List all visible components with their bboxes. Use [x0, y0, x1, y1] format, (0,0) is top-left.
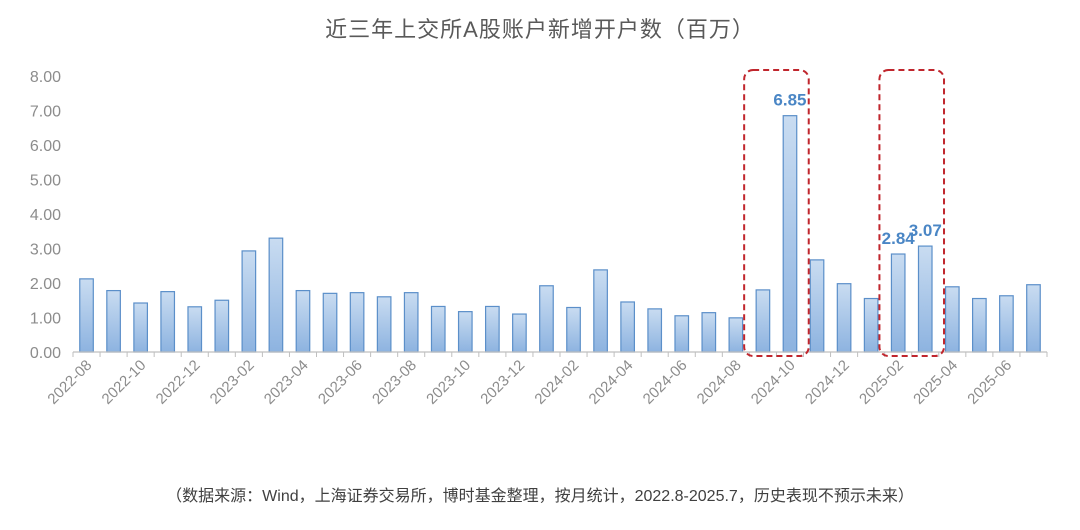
bar-2025-07	[1026, 284, 1041, 353]
highlight-box	[743, 69, 810, 357]
bars	[79, 115, 1041, 353]
bar-2025-06	[999, 295, 1014, 353]
x-tick-label: 2023-06	[315, 357, 366, 408]
bar-2023-04	[295, 289, 311, 353]
y-tick-label: 7.00	[30, 104, 61, 121]
highlight-boxes	[743, 69, 946, 357]
bar-2023-01	[214, 299, 230, 353]
bar-2025-04	[944, 286, 960, 353]
bar-2023-06	[349, 292, 365, 353]
x-tick-label: 2023-02	[207, 357, 258, 408]
bar-2024-06	[674, 315, 690, 353]
bar-2024-07	[701, 312, 717, 353]
x-tick-label: 2023-04	[261, 357, 312, 408]
x-tick-label: 2022-10	[99, 357, 150, 408]
y-axis: 0.00 1.00 2.00 3.00 4.00 5.00 6.00 7.00 8.00	[30, 69, 61, 362]
bar-2022-11	[160, 291, 176, 353]
bar-2024-03	[593, 269, 608, 353]
x-tick-label: 2024-12	[802, 357, 853, 408]
y-tick-label: 5.00	[30, 173, 61, 190]
bar-2023-05	[322, 292, 338, 353]
data-labels: 6.85 2.843.07	[773, 91, 941, 248]
source-note: （数据来源：Wind，上海证券交易所，博时基金整理，按月统计，2022.8-20…	[166, 488, 914, 505]
bar-2022-10	[133, 302, 149, 353]
y-tick-label: 4.00	[30, 207, 61, 224]
y-tick-label: 8.00	[30, 69, 61, 86]
x-tick-label: 2024-10	[748, 357, 799, 408]
x-tick-label: 2023-12	[477, 357, 528, 408]
bar-2023-03	[268, 237, 284, 353]
bar-2024-12	[836, 283, 852, 353]
bar-2022-09	[106, 289, 121, 353]
bar-2024-08	[728, 317, 744, 353]
x-tick-label: 2023-08	[369, 357, 420, 408]
bar-2024-05	[647, 308, 663, 353]
y-tick-label: 1.00	[30, 311, 61, 328]
data-label: 6.85	[773, 91, 806, 110]
x-tick-label: 2025-04	[910, 357, 961, 408]
bar-2025-03	[917, 245, 933, 353]
x-tick-label: 2024-04	[586, 357, 637, 408]
x-tick-label: 2023-10	[423, 357, 474, 408]
y-tick-label: 6.00	[30, 138, 61, 155]
bar-2025-05	[971, 297, 987, 353]
x-tick-label: 2025-02	[856, 357, 907, 408]
y-tick-label: 3.00	[30, 242, 61, 259]
chart-title: 近三年上交所A股账户新增开户数（百万）	[325, 17, 755, 42]
x-tick-label: 2022-08	[44, 357, 95, 408]
bar-2024-04	[620, 301, 636, 353]
data-label: 3.07	[909, 221, 942, 240]
x-tick-label: 2025-06	[964, 357, 1015, 408]
bar-2022-12	[187, 306, 203, 353]
data-label: 2.84	[882, 229, 916, 248]
bar-2023-11	[484, 305, 500, 353]
bar-2024-09	[755, 289, 771, 353]
bar-2023-10	[457, 311, 473, 353]
bar-2023-09	[430, 305, 446, 353]
bar-2023-08	[403, 292, 419, 353]
y-tick-label: 2.00	[30, 276, 61, 293]
bar-2024-01	[539, 285, 554, 353]
x-tick-label: 2024-08	[694, 357, 745, 408]
x-tick-label: 2024-02	[531, 357, 582, 408]
bar-2022-08	[79, 278, 94, 353]
bar-2023-02	[241, 250, 257, 353]
y-tick-label: 0.00	[30, 345, 61, 362]
x-tick-label: 2024-06	[640, 357, 691, 408]
bar-2024-10	[782, 115, 798, 353]
highlight-box	[878, 69, 946, 357]
bar-2025-02	[890, 253, 906, 353]
bar-2023-07	[376, 296, 392, 353]
bar-2024-02	[566, 306, 581, 353]
bar-2025-01	[863, 297, 879, 353]
bar-2024-11	[809, 259, 825, 353]
x-tick-label: 2022-12	[153, 357, 204, 408]
x-axis: 2022-08 2022-10 2022-12 2023-02 2023-04 2023-…	[44, 351, 1048, 408]
bar-2023-12	[512, 313, 527, 353]
